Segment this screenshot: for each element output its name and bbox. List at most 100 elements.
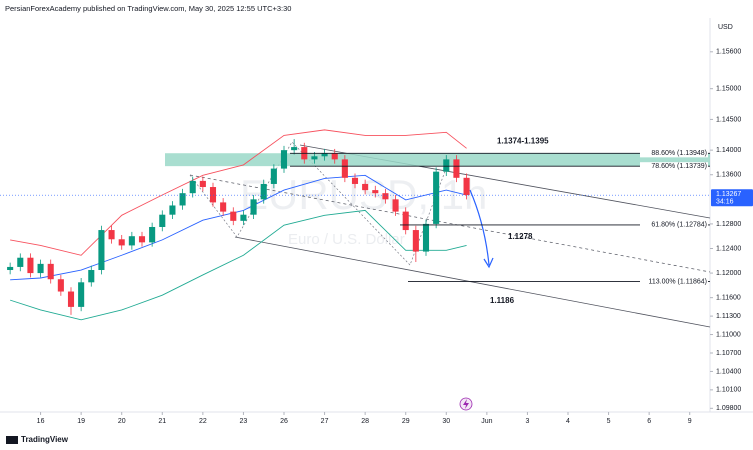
x-tick-label: 22 [199,418,207,425]
last-price-label: 1.13267 [716,191,741,198]
y-tick-label: 1.10700 [716,350,741,357]
candle-body [280,150,288,169]
brand: TradingView [21,435,69,444]
candle-body [179,193,186,206]
y-tick-label: 1.12000 [716,270,741,277]
y-tick-label: 1.12400 [716,245,741,252]
fib-label: 88.60% (1.13948) [651,150,707,157]
fib-label: 113.00% (1.11864) [648,278,707,285]
candle-body [351,177,359,184]
candle-body [37,263,44,274]
band-line [10,209,467,321]
last-price-tag [711,189,753,207]
candle-body [17,257,24,267]
channel-lower [234,236,711,328]
candle-body [402,211,409,231]
x-tick-label: 16 [37,418,45,425]
y-tick-label: 1.11300 [716,313,741,320]
candle-body [362,183,369,191]
zone-label: 1.1374-1.1395 [497,136,549,145]
x-tick-label: 23 [240,418,248,425]
candle-body [57,279,64,292]
y-tick-label: 1.12800 [716,221,741,228]
candle-body [311,156,318,160]
candle-body [422,223,430,252]
candle-body [331,153,338,160]
candle-body [412,230,419,252]
candle-body [7,266,14,271]
watermark-symbol: EURUSD, 1h [240,171,487,218]
x-tick-label: 27 [321,418,329,425]
candle-body [138,236,146,243]
event-icon-bolt [463,399,469,409]
fib-label-bg [640,220,708,229]
x-tick-label: 20 [118,418,126,425]
fib-label: 61.80% (1.12784) [651,222,707,229]
candle-body [433,171,440,224]
y-tick-label: 1.13600 [716,172,741,179]
fib-label: 78.60% (1.13739) [651,163,707,170]
price-note: 1.1278 [508,232,533,241]
watermark-description: Euro / U.S. Dollar [288,231,405,248]
candle-body [118,239,125,246]
candle-body [199,180,206,188]
currency: USD [718,24,733,31]
y-tick-label: 1.10100 [716,387,741,394]
x-tick-label: Jun [481,418,492,425]
x-tick-label: 9 [688,418,692,425]
candle-body [372,190,379,194]
price-note: 1.1186 [490,296,515,305]
candle-body [209,187,217,203]
y-tick-label: 1.10400 [716,368,741,375]
x-tick-label: 21 [158,418,166,425]
forecast-arrowhead [483,257,494,269]
countdown: 34:16 [716,199,734,206]
candle-body [443,159,450,172]
y-tick-label: 1.09800 [716,405,741,412]
x-tick-label: 3 [525,418,529,425]
fib-label-bg [640,277,708,286]
candle-body [230,211,237,221]
channel-mid [189,174,711,273]
candle-body [189,180,196,194]
header: PersianForexAcademy published on Trading… [5,4,291,13]
candle-body [169,205,176,215]
candle-body [463,177,470,196]
y-tick-label: 1.11600 [716,295,741,302]
x-tick-label: 5 [607,418,611,425]
candle-body [159,214,166,227]
candle-body [260,183,267,200]
supply-zone [165,153,710,167]
candle-body [250,199,257,215]
fib-label-bg [640,162,708,171]
x-tick-label: 4 [566,418,570,425]
candle-body [108,230,115,240]
candle-body [98,230,105,271]
candle-body [149,226,156,243]
x-tick-label: 29 [402,418,410,425]
candle-body [240,214,247,221]
band-line [10,129,467,256]
y-tick-label: 1.15000 [716,86,741,93]
x-tick-label: 28 [361,418,369,425]
candle-body [453,159,460,178]
candle-body [67,291,75,307]
x-tick-label: 6 [647,418,651,425]
forecast-arrow [469,189,490,266]
candle-body [341,159,348,178]
candle-body [392,199,399,212]
x-tick-label: 26 [280,418,288,425]
band-line [10,174,467,281]
candle-body [382,193,389,200]
candle-body [47,263,54,280]
y-tick-label: 1.15600 [716,49,741,56]
y-tick-label: 1.14000 [716,147,741,154]
candle-body [270,168,277,184]
candle-body [291,147,298,151]
brand-logo [6,436,18,444]
candle-body [128,236,135,246]
candle-body [88,270,95,283]
y-tick-label: 1.11000 [716,331,741,338]
candle-body [220,202,227,212]
